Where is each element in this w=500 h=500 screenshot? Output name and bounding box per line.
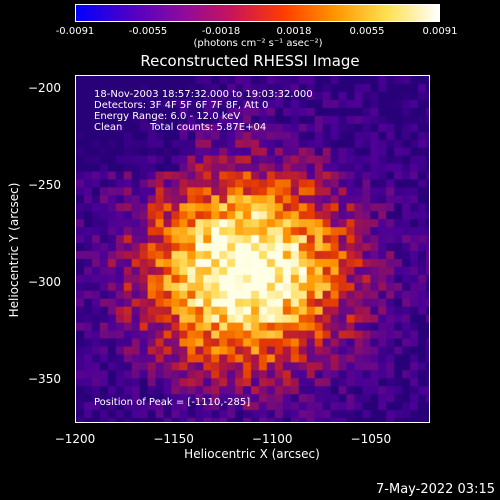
y-tick-label: −350 <box>28 372 61 387</box>
colorbar <box>75 4 440 22</box>
info-detectors: Detectors: 3F 4F 5F 6F 7F 8F, Att 0 <box>94 100 269 111</box>
colorbar-tick-label: 0.0091 <box>422 26 458 37</box>
colorbar-tick-label: -0.0091 <box>55 26 95 37</box>
colorbar-tick-label: 0.0018 <box>276 26 312 37</box>
y-tick-label: −200 <box>28 80 61 95</box>
colorbar-tick-label: 0.0055 <box>349 26 385 37</box>
info-total-counts: Total counts: 5.87E+04 <box>150 122 267 133</box>
plot-title: Reconstructed RHESSI Image <box>140 52 360 70</box>
info-peak-position: Position of Peak = [-1110,-285] <box>94 397 251 408</box>
x-tick-label: −1050 <box>350 432 392 446</box>
x-tick-label: −1100 <box>251 432 293 446</box>
rhessi-heatmap <box>76 76 429 422</box>
x-tick-label: −1150 <box>153 432 194 446</box>
timestamp: 7-May-2022 03:15 <box>376 482 495 497</box>
info-algorithm: Clean <box>94 122 123 133</box>
plot-area: 18-Nov-2003 18:57:32.000 to 19:03:32.000… <box>75 75 430 423</box>
colorbar-units: (photons cm⁻² s⁻¹ asec⁻²) <box>193 38 323 49</box>
colorbar-tick-label: -0.0055 <box>128 26 168 37</box>
colorbar-tick-label: -0.0018 <box>201 26 241 37</box>
x-axis-label: Heliocentric X (arcsec) <box>184 447 320 461</box>
info-energy-range: Energy Range: 6.0 - 12.0 keV <box>94 111 241 122</box>
x-tick-label: −1200 <box>54 432 96 446</box>
y-axis-label: Heliocentric Y (arcsec) <box>7 182 21 318</box>
y-tick-label: −300 <box>28 275 61 290</box>
y-tick-label: −250 <box>28 177 61 192</box>
info-time-range: 18-Nov-2003 18:57:32.000 to 19:03:32.000 <box>94 89 313 100</box>
